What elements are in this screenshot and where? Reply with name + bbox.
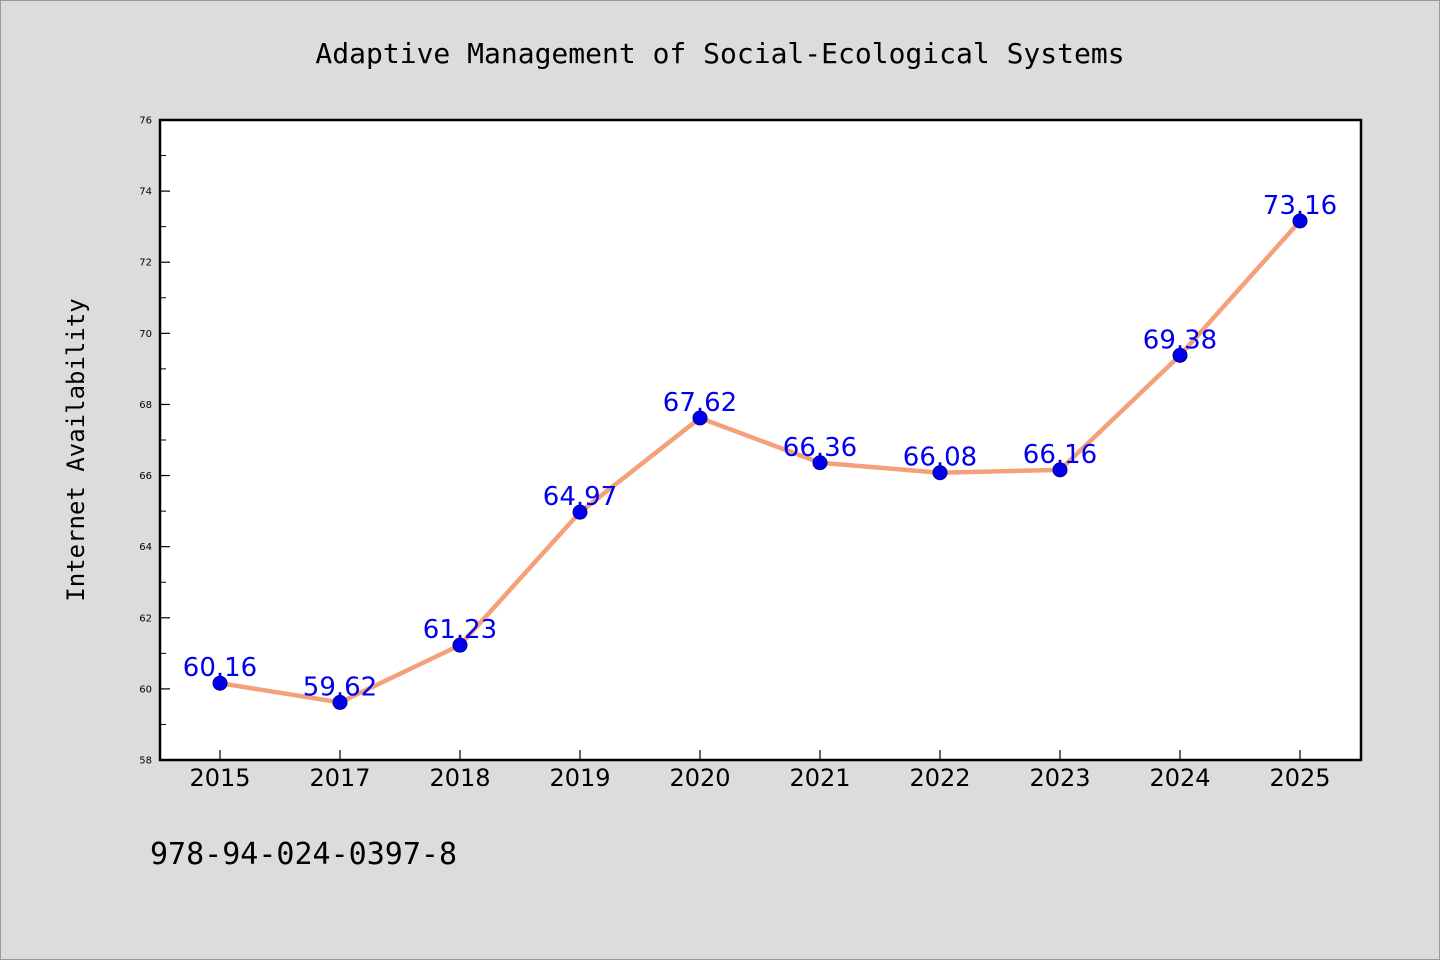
data-label: 59.62 <box>303 672 377 702</box>
data-label: 61.23 <box>423 615 497 645</box>
isbn-text: 978-94-024-0397-8 <box>150 837 457 872</box>
y-tick-label: 74 <box>139 187 152 198</box>
chart-title: Adaptive Management of Social-Ecological… <box>315 37 1124 70</box>
x-tick-label: 2023 <box>1029 764 1090 792</box>
x-tick-label: 2021 <box>789 764 850 792</box>
data-label: 69.38 <box>1143 325 1217 355</box>
x-tick-label: 2024 <box>1149 764 1210 792</box>
data-point <box>692 410 708 426</box>
x-tick-label: 2017 <box>309 764 370 792</box>
data-point <box>212 675 228 691</box>
y-axis: 58 60 62 64 66 68 70 72 74 76 <box>139 116 170 767</box>
data-point <box>932 465 948 481</box>
x-axis: 2015 2017 2018 2019 2020 2021 2022 2023 2024 2025 <box>189 750 1331 792</box>
data-label: 66.16 <box>1023 440 1097 470</box>
data-point <box>452 637 468 653</box>
x-tick-label: 2025 <box>1269 764 1330 792</box>
y-tick-label: 70 <box>139 329 152 340</box>
series-group: 60.16 59.62 61.23 64.97 67.62 66.36 66.08 66.16… <box>183 191 1337 710</box>
data-point <box>332 694 348 710</box>
y-tick-label: 64 <box>139 542 152 553</box>
data-point <box>1172 347 1188 363</box>
series-line <box>217 218 1303 705</box>
x-tick-label: 2019 <box>549 764 610 792</box>
x-tick-label: 2015 <box>189 764 250 792</box>
data-label: 66.08 <box>903 443 977 473</box>
data-label: 60.16 <box>183 653 257 683</box>
x-tick-label: 2018 <box>429 764 490 792</box>
data-point <box>812 455 828 471</box>
data-label: 64.97 <box>543 482 617 512</box>
data-label: 73.16 <box>1263 191 1337 221</box>
y-tick-label: 72 <box>139 258 152 269</box>
data-label: 67.62 <box>663 388 737 418</box>
y-tick-label: 62 <box>139 613 152 624</box>
x-tick-label: 2022 <box>909 764 970 792</box>
y-tick-label: 58 <box>139 756 152 767</box>
data-label: 66.36 <box>783 433 857 463</box>
data-point <box>1292 213 1308 229</box>
y-axis-label: Internet Availability <box>62 298 90 601</box>
y-tick-label: 66 <box>139 471 152 482</box>
y-tick-label: 60 <box>139 684 152 695</box>
y-tick-label: 76 <box>139 116 152 127</box>
x-tick-label: 2020 <box>669 764 730 792</box>
y-tick-label: 68 <box>139 400 152 411</box>
data-point <box>572 504 588 520</box>
data-point <box>1052 462 1068 478</box>
